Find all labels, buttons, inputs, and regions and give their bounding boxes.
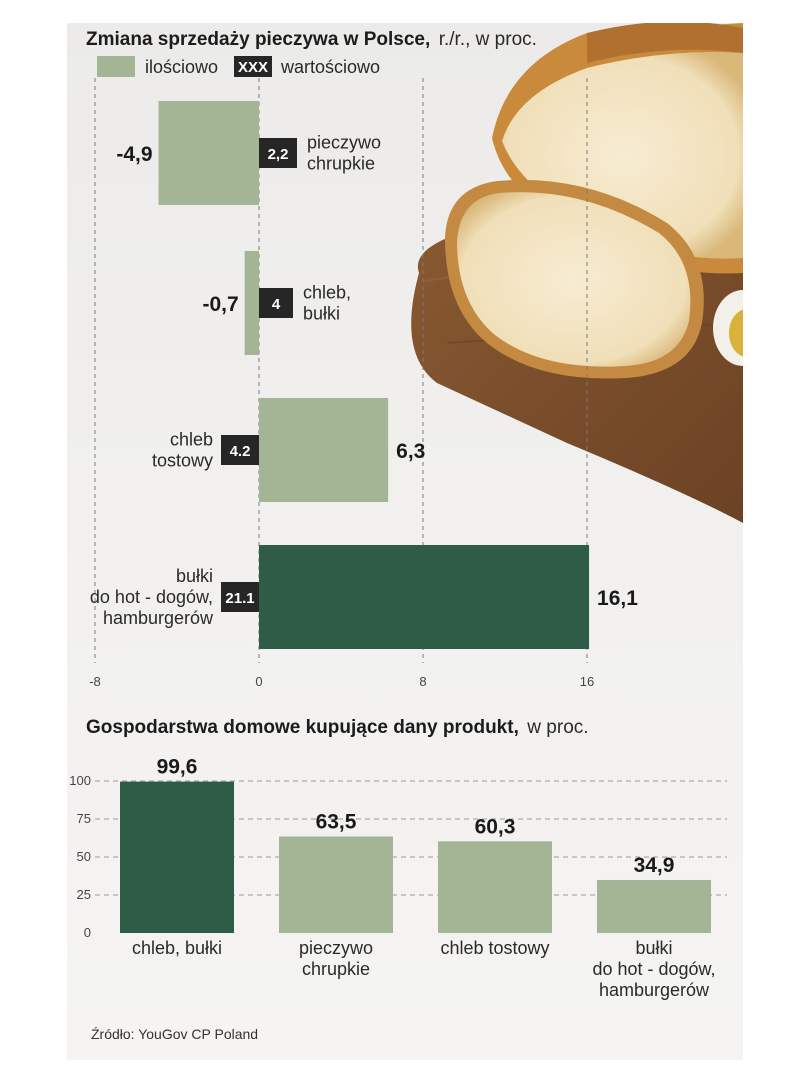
chart2-y-tick: 75 [77, 811, 91, 826]
chart1-quantity-label: 6,3 [396, 440, 425, 463]
chart2-value-label: 34,9 [634, 854, 675, 877]
chart2-category-label: bułki [635, 938, 672, 958]
chart1-value-label: 2,2 [268, 146, 289, 163]
chart1-subtitle: r./r., w proc. [439, 29, 537, 50]
chart1-bar-quantity [244, 251, 259, 355]
bread-illustration [411, 23, 743, 523]
chart1-category-label: bułki [176, 566, 213, 586]
chart1-bar-quantity [259, 545, 590, 649]
chart1-category-label: chrupkie [307, 154, 375, 174]
chart1-x-ticks: -8 0 8 16 [89, 674, 594, 689]
infographic-svg: Zmiana sprzedaży pieczywa w Polsce, r./r… [69, 23, 743, 1042]
chart1-category-label: do hot - dogów, [90, 587, 213, 607]
legend-swatch-quantity [97, 56, 135, 77]
chart1-category-label: bułki [303, 304, 340, 324]
chart1-category-label: hamburgerów [103, 608, 214, 628]
legend: ilościowo XXX wartościowo [97, 56, 380, 77]
chart2-category-label: chleb tostowy [440, 938, 549, 958]
chart2-y-tick: 25 [77, 887, 91, 902]
chart1-quantity-label: 16,1 [597, 587, 638, 610]
chart1-bar-quantity [158, 101, 259, 205]
chart2-category-label: pieczywo [299, 938, 373, 958]
bread-slice [445, 179, 704, 379]
chart1-value-label: 21.1 [225, 590, 254, 607]
legend-label-quantity: ilościowo [145, 57, 218, 77]
infographic-panel: Zmiana sprzedaży pieczywa w Polsce, r./r… [67, 23, 743, 1060]
chart1-category-label: tostowy [152, 451, 213, 471]
chart1-x-tick: 16 [580, 674, 594, 689]
chart1-x-tick: 0 [255, 674, 262, 689]
chart1-value-box [221, 582, 259, 612]
chart2-category-label: hamburgerów [599, 980, 710, 1000]
chart1-value-box [221, 435, 259, 465]
chart1-title-line: Zmiana sprzedaży pieczywa w Polsce, r./r… [86, 29, 537, 50]
chart2-bar [279, 836, 393, 933]
chart1-value-label: 4.2 [230, 443, 251, 460]
chart2-title-line: Gospodarstwa domowe kupujące dany produk… [86, 717, 589, 738]
chart1-quantity-label: -0,7 [202, 293, 238, 316]
chart2-bar [438, 841, 552, 933]
chart2-value-label: 60,3 [475, 815, 516, 838]
chart2-category-label: chleb, bułki [132, 938, 222, 958]
source-note: Źródło: YouGov CP Poland [91, 1026, 258, 1042]
chart1-bar-quantity [259, 398, 389, 502]
chart1-category-label: chleb [170, 430, 213, 450]
chart2-column: 99,6 chleb, bułki [120, 756, 234, 958]
chart1-x-tick: 8 [419, 674, 426, 689]
chart2-subtitle: w proc. [526, 717, 588, 738]
chart2-category-label: chrupkie [302, 959, 370, 979]
chart2-value-label: 63,5 [316, 810, 357, 833]
chart2-title: Gospodarstwa domowe kupujące dany produk… [86, 717, 519, 738]
chart2-column: 60,3 chleb tostowy [438, 815, 552, 958]
chart2-category-label: do hot - dogów, [592, 959, 715, 979]
oil-bowl [713, 290, 743, 366]
legend-swatch-value [234, 56, 272, 77]
chart1-title: Zmiana sprzedaży pieczywa w Polsce, [86, 29, 430, 50]
chart1-value-label: 4 [272, 296, 281, 313]
chart2-y-tick: 100 [69, 773, 91, 788]
chart2-value-label: 99,6 [157, 756, 198, 779]
chart1-category-label: chleb, [303, 283, 351, 303]
chart1-quantity-label: -4,9 [116, 143, 152, 166]
chart1-value-box [259, 288, 293, 318]
chart2-y-tick: 50 [77, 849, 91, 864]
legend-marker-value: XXX [238, 59, 268, 76]
chart1-x-tick: -8 [89, 674, 101, 689]
chart2-bar [120, 781, 234, 933]
legend-label-value: wartościowo [280, 57, 380, 77]
chart2-y-tick: 0 [84, 925, 91, 940]
chart2-bar [597, 879, 711, 933]
chart1-category-label: pieczywo [307, 133, 381, 153]
chart1-row: -0,7 4 chleb,bułki [202, 251, 351, 355]
chart1-value-box [259, 138, 297, 168]
